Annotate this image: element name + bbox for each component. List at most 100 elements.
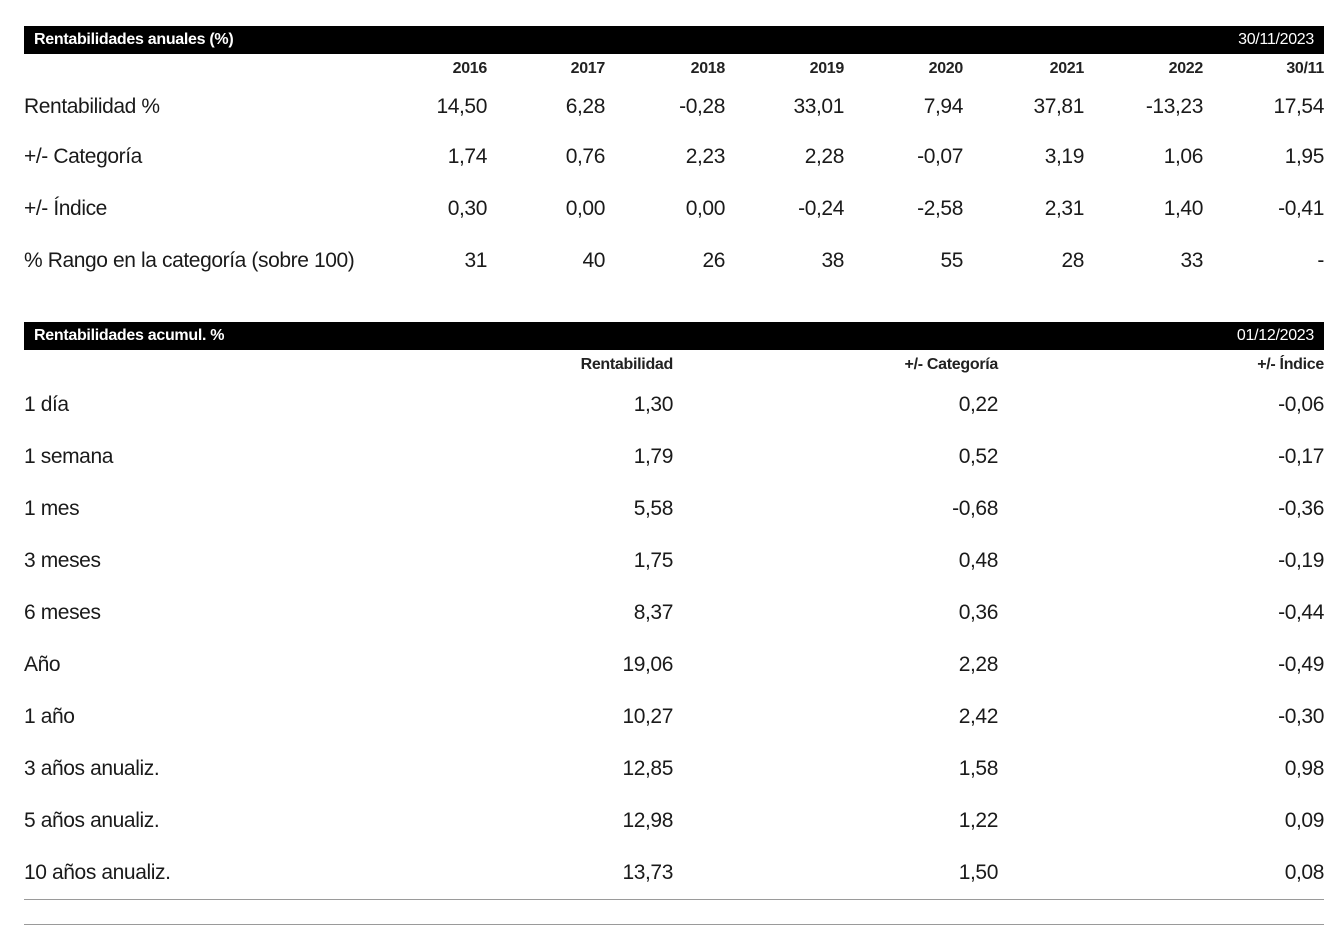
table-row: Año 19,06 2,28 -0,49	[24, 639, 1324, 691]
annual-returns-date: 30/11/2023	[1238, 31, 1314, 48]
table-cell: 1,40	[1163, 197, 1204, 220]
table-cell: 26	[702, 249, 725, 272]
table-cell: 1,22	[958, 809, 999, 832]
table-cell: -0,19	[1278, 549, 1324, 572]
annual-returns-header: Rentabilidades anuales (%) 30/11/2023	[24, 26, 1324, 54]
table-cell: 2,23	[685, 145, 726, 168]
annual-returns-section: Rentabilidades anuales (%) 30/11/2023 20…	[24, 26, 1324, 287]
table-cell: 0,52	[958, 445, 999, 468]
table-row: 1 semana 1,79 0,52 -0,17	[24, 431, 1324, 483]
table-cell: -0,41	[1278, 197, 1324, 220]
table-cell: 0,30	[447, 197, 488, 220]
annual-column-header: 2022	[1168, 59, 1204, 77]
table-cell: 19,06	[622, 653, 673, 676]
annual-column-header: 2019	[809, 59, 845, 77]
cumulative-returns-header: Rentabilidades acumul. % 01/12/2023	[24, 322, 1324, 350]
table-cell: 0,08	[998, 847, 1324, 900]
cumulative-column-header: +/- Índice	[1257, 355, 1324, 373]
table-cell: 6,28	[565, 95, 606, 118]
table-cell: 12,85	[622, 757, 673, 780]
table-row: 3 años anualiz. 12,85 1,58 0,98	[24, 743, 1324, 795]
table-row: 10 años anualiz. 13,73 1,50 0,08	[24, 847, 1324, 900]
row-label: % Rango en la categoría (sobre 100)	[24, 249, 355, 272]
row-label: Año	[24, 653, 61, 676]
table-cell: 0,98	[1284, 757, 1325, 780]
table-cell: 0,00	[685, 197, 726, 220]
row-label: 10 años anualiz.	[24, 847, 348, 900]
row-label: 1 año	[24, 705, 75, 728]
table-cell: 17,54	[1273, 95, 1324, 118]
table-cell: 1,95	[1284, 145, 1325, 168]
row-label: 3 meses	[24, 549, 101, 572]
row-label: +/- Índice	[24, 197, 107, 220]
table-cell: 0,48	[958, 549, 999, 572]
table-cell: 3,19	[1044, 145, 1085, 168]
table-row: 3 meses 1,75 0,48 -0,19	[24, 535, 1324, 587]
annual-column-header: 2021	[1049, 59, 1085, 77]
row-label: 1 semana	[24, 445, 114, 468]
table-cell: 1,58	[958, 757, 999, 780]
table-cell: -0,49	[1278, 653, 1324, 676]
annual-returns-table: 2016 2017 2018 2019 2020 2021 2022 30/11…	[24, 54, 1324, 287]
annual-column-header: 2017	[570, 59, 606, 77]
cumulative-returns-date: 01/12/2023	[1236, 327, 1314, 344]
cumulative-column-header: +/- Categoría	[904, 355, 999, 373]
table-cell: 2,31	[1044, 197, 1085, 220]
annual-returns-column-headers: 2016 2017 2018 2019 2020 2021 2022 30/11	[24, 54, 1325, 83]
annual-returns-title: Rentabilidades anuales (%)	[34, 31, 234, 48]
table-row: 5 años anualiz. 12,98 1,22 0,09	[24, 795, 1324, 847]
annual-column-header: 2018	[690, 59, 726, 77]
table-cell: 37,81	[1033, 95, 1084, 118]
row-label: Rentabilidad %	[24, 95, 160, 118]
table-cell: -0,28	[679, 95, 725, 118]
table-cell: 1,74	[447, 145, 488, 168]
table-cell: 8,37	[633, 601, 674, 624]
table-cell: 5,58	[633, 497, 674, 520]
table-cell: 10,27	[622, 705, 673, 728]
table-cell: 1,06	[1163, 145, 1204, 168]
cumulative-returns-section: Rentabilidades acumul. % 01/12/2023 Rent…	[24, 322, 1324, 900]
table-cell: -0,36	[1278, 497, 1324, 520]
table-cell: -13,23	[1145, 95, 1204, 118]
annual-column-header: 2020	[928, 59, 964, 77]
table-cell: 0,22	[958, 393, 999, 416]
table-cell: 1,75	[633, 549, 674, 572]
row-label: 3 años anualiz.	[24, 757, 160, 780]
row-label: 6 meses	[24, 601, 101, 624]
table-cell: 12,98	[622, 809, 673, 832]
table-cell: 1,50	[673, 847, 998, 900]
annual-returns-corner	[24, 54, 368, 83]
row-label: 1 mes	[24, 497, 80, 520]
annual-column-header: 2016	[452, 59, 488, 77]
table-row: Rentabilidad % 14,50 6,28 -0,28 33,01 7,…	[24, 83, 1324, 131]
table-row: +/- Categoría 1,74 0,76 2,23 2,28 -0,07 …	[24, 131, 1324, 183]
table-cell: -0,07	[917, 145, 963, 168]
table-cell: 2,28	[804, 145, 845, 168]
table-cell: -0,30	[1278, 705, 1324, 728]
table-cell: 0,36	[958, 601, 999, 624]
row-label: 1 día	[24, 393, 69, 416]
table-cell: -0,17	[1278, 445, 1324, 468]
table-row: 1 año 10,27 2,42 -0,30	[24, 691, 1324, 743]
table-cell: -0,68	[952, 497, 998, 520]
table-cell: 33,01	[793, 95, 844, 118]
table-cell: 7,94	[923, 95, 964, 118]
table-cell: -0,06	[1278, 393, 1324, 416]
table-cell: 33	[1180, 249, 1203, 272]
table-row: % Rango en la categoría (sobre 100) 31 4…	[24, 235, 1324, 287]
table-cell: 38	[821, 249, 844, 272]
table-cell: 28	[1061, 249, 1084, 272]
table-cell: 1,79	[633, 445, 674, 468]
table-cell: 31	[464, 249, 487, 272]
table-cell: 2,42	[958, 705, 999, 728]
cumulative-returns-corner	[24, 350, 348, 379]
table-cell: 40	[582, 249, 605, 272]
table-cell: -0,24	[798, 197, 844, 220]
bottom-divider	[24, 924, 1324, 925]
table-row: 6 meses 8,37 0,36 -0,44	[24, 587, 1324, 639]
cumulative-returns-column-headers: Rentabilidad +/- Categoría +/- Índice	[24, 350, 1325, 379]
cumulative-returns-table: Rentabilidad +/- Categoría +/- Índice 1 …	[24, 350, 1324, 900]
table-cell: 13,73	[348, 847, 673, 900]
row-label: +/- Categoría	[24, 145, 142, 168]
annual-column-header: 30/11	[1286, 59, 1324, 77]
